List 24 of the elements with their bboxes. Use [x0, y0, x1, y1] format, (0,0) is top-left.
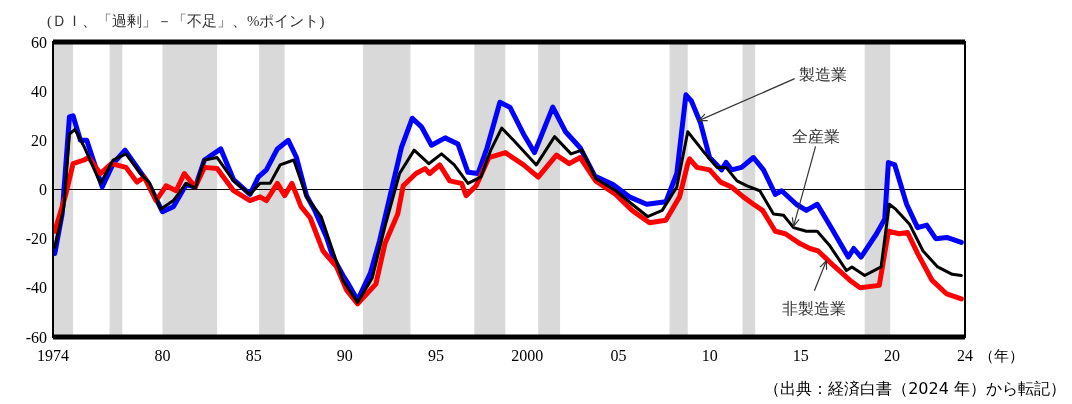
- text: （出典：経済白書（2024 年）から転記）: [764, 379, 1066, 398]
- annotation: 全産業: [791, 127, 840, 145]
- y-tick-label: 40: [31, 82, 47, 100]
- y-tick-label: 0: [39, 181, 47, 199]
- x-tick-label: 2000: [511, 347, 544, 364]
- x-tick-label: 20: [884, 347, 901, 364]
- y-tick-label: -40: [25, 279, 47, 297]
- x-tick-label: 85: [245, 347, 262, 364]
- x-tick-label: 05: [610, 347, 627, 364]
- x-axis-title: （年）: [979, 348, 1024, 364]
- y-tick-label: -20: [25, 230, 47, 248]
- annotation: 製造業: [798, 66, 847, 84]
- x-tick-label: 80: [154, 347, 171, 364]
- x-tick-label: 1974: [37, 347, 69, 364]
- chart-title: (ＤＩ、「過剰」－「不足」、%ポイント): [47, 13, 325, 30]
- y-tick-label: 20: [31, 131, 47, 149]
- annotation: 非製造業: [782, 300, 847, 318]
- x-tick-label: 90: [336, 347, 353, 364]
- x-tick-label: 24: [957, 347, 973, 364]
- y-tick-label: -60: [25, 328, 47, 346]
- x-tick-label: 15: [792, 347, 809, 364]
- y-tick-label: 60: [31, 33, 47, 51]
- x-tick-label: 10: [701, 347, 718, 364]
- x-tick-label: 95: [428, 347, 445, 364]
